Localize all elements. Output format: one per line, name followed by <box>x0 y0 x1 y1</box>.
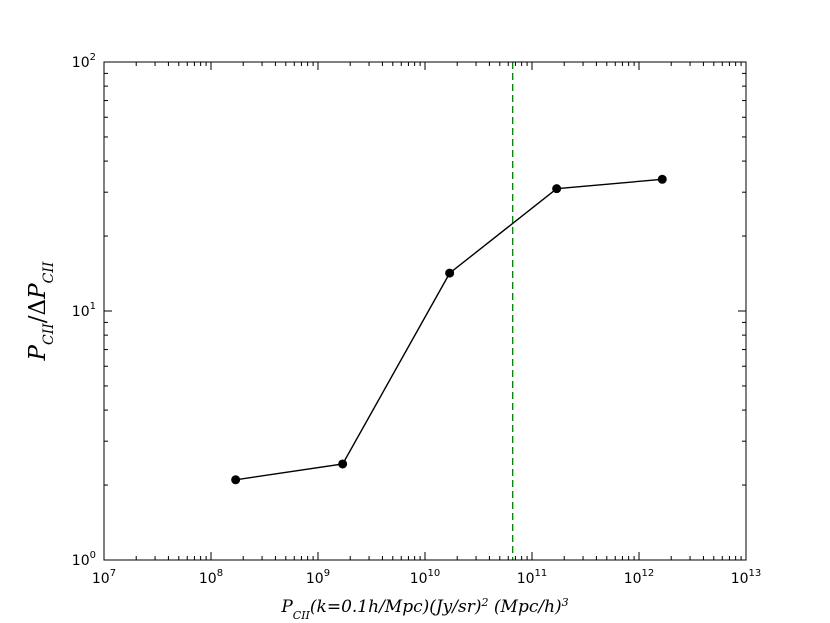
data-point <box>338 459 348 469</box>
x-axis-label: PCII(k=0.1h/Mpc)(Jy/sr)2 (Mpc/h)3 <box>280 596 568 622</box>
x-tick-label: 1010 <box>410 568 441 587</box>
x-tick-label: 107 <box>92 568 116 587</box>
axis-ticks <box>103 61 747 561</box>
y-tick-label: 100 <box>72 550 96 569</box>
data-point <box>552 184 562 194</box>
data-point <box>231 475 241 485</box>
tick-labels: 107 108 109 1010 1011 1012 1013 100 101 102 <box>72 52 761 587</box>
data-point <box>445 268 455 278</box>
plot-area <box>231 62 667 560</box>
series-line <box>235 178 663 481</box>
y-axis-label: PCII/ΔPCII <box>25 261 57 361</box>
x-tick-label: 1013 <box>731 568 762 587</box>
x-tick-label: 1012 <box>624 568 655 587</box>
x-tick-label: 1011 <box>517 568 548 587</box>
x-tick-label: 109 <box>306 568 330 587</box>
y-tick-label: 101 <box>72 301 96 320</box>
plot-frame <box>103 61 747 561</box>
y-tick-label: 102 <box>72 52 96 71</box>
x-tick-label: 108 <box>199 568 223 587</box>
data-point <box>657 174 667 184</box>
